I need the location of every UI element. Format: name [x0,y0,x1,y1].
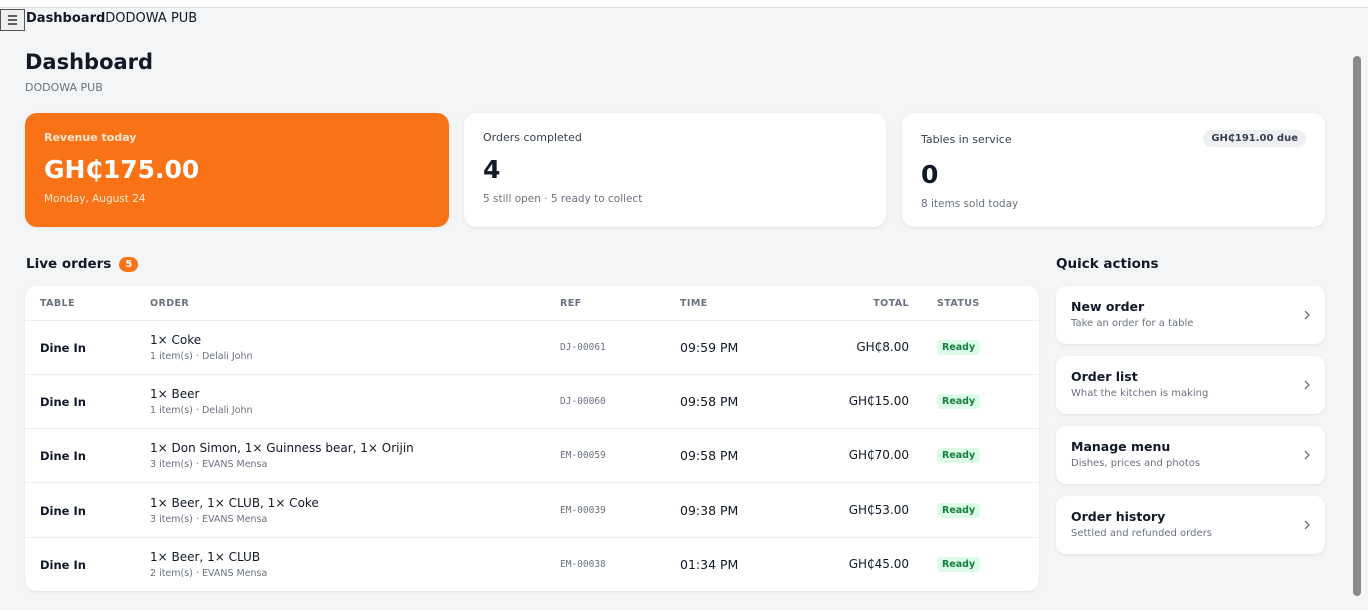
order-time: 09:38 PM [680,502,739,518]
stat-value: 0 [921,160,939,189]
page-title: Dashboard [25,50,154,74]
chevron [1304,450,1310,460]
action-title: Order list [1071,369,1138,384]
stat-badge: GH₵191.00 due [1203,130,1306,147]
table-cell: Dine In [40,503,86,518]
chevron-path [1304,520,1310,530]
order-meta: 1 item(s) · Delali John [150,405,253,417]
order-row[interactable]: Dine In 1× Beer, 1× CLUB, 1× Coke 3 item(s… [25,484,1039,538]
stat-card: Revenue today GH₵175.00 Monday, August 2… [25,113,449,227]
order-time: 01:34 PM [680,556,739,572]
chevron-path [1304,380,1310,390]
order-row[interactable]: Dine In 1× Beer, 1× CLUB 2 item(s) · EVANS… [25,538,1039,591]
status-badge: Ready [937,394,981,410]
order-ref: EM-00059 [560,450,606,462]
topbar-title: Dashboard [26,11,106,26]
chevron-path [1304,450,1310,460]
order-meta: 3 item(s) · EVANS Mensa [150,459,268,471]
chevron [1304,380,1310,390]
status-badge: Ready [937,502,981,518]
order-total: GH₵8.00 [856,340,909,354]
action-subtitle: What the kitchen is making [1071,388,1209,399]
scrollbar[interactable] [1352,38,1362,598]
quick-action[interactable]: Manage menu Dishes, prices and photos [1056,426,1325,484]
stat-note: Monday, August 24 [44,193,146,205]
page-subtitle: DODOWA PUB [25,81,103,94]
chevron [1304,520,1310,530]
menu-button[interactable] [0,9,25,31]
order-row[interactable]: Dine In 1× Beer 1 item(s) · Delali John DJ-… [25,375,1039,430]
section-title: Live orders [26,256,112,272]
order-ref: EM-00038 [560,558,606,570]
order-total: GH₵45.00 [848,556,909,571]
scroll-thumb[interactable] [1353,56,1361,596]
quick-action[interactable]: Order history Settled and refunded orders [1056,496,1325,554]
order-ref: DJ-00061 [560,342,606,353]
action-title: Order history [1071,509,1166,524]
stat-value: 4 [483,155,501,184]
stat-card: Orders completed 4 5 still open · 5 read… [464,113,886,227]
table-header: TABLE ORDER REF TIME TOTAL STATUS [25,286,1039,321]
status-badge: Ready [937,448,981,464]
live-orders-heading: Live orders 5 [26,256,139,272]
column-header: STATUS [937,298,980,309]
topbar-subtitle: DODOWA PUB [105,11,198,26]
quick-action[interactable]: Order list What the kitchen is making [1056,356,1325,414]
menu-icon [8,15,17,25]
orders-table: TABLE ORDER REF TIME TOTAL STATUS Dine In 1× Co… [25,286,1039,591]
chevron-path [1304,310,1310,320]
order-row[interactable]: Dine In 1× Don Simon, 1× Guinness bear, 1… [25,429,1039,484]
column-header: TABLE [40,298,75,309]
count-badge: 5 [119,257,139,272]
stat-card: Tables in service GH₵191.00 due 0 8 item… [902,113,1325,227]
stat-label: Revenue today [44,131,137,144]
order-items: 1× Coke [150,333,202,347]
order-row[interactable]: Dine In 1× Coke 1 item(s) · Delali John DJ-… [25,321,1039,375]
order-time: 09:59 PM [680,340,739,355]
column-header: TIME [680,298,708,309]
table-cell: Dine In [40,341,86,355]
action-subtitle: Take an order for a table [1071,318,1194,329]
action-title: Manage menu [1071,439,1171,454]
status-badge: Ready [937,556,981,572]
order-items: 1× Beer [150,387,200,402]
order-ref: EM-00039 [560,504,606,516]
table-cell: Dine In [40,557,86,572]
action-subtitle: Settled and refunded orders [1071,528,1212,539]
top-strip [0,0,1368,8]
order-time: 09:58 PM [680,448,739,464]
order-meta: 1 item(s) · Delali John [150,351,253,362]
stat-label: Tables in service [921,133,1012,146]
topbar: DashboardDODOWA PUB [26,11,197,26]
stat-value: GH₵175.00 [44,155,200,184]
action-title: New order [1071,299,1145,314]
column-header: REF [560,298,582,309]
order-total: GH₵15.00 [848,394,909,409]
order-total: GH₵53.00 [848,502,909,517]
order-items: 1× Don Simon, 1× Guinness bear, 1× Oriji… [150,441,414,456]
table-cell: Dine In [40,449,86,464]
stat-label: Orders completed [483,131,582,144]
chevron [1304,310,1310,320]
status-badge: Ready [937,340,981,355]
order-ref: DJ-00060 [560,396,606,408]
section-title: Quick actions [1056,256,1159,272]
order-meta: 2 item(s) · EVANS Mensa [150,567,268,579]
column-header: TOTAL [873,298,909,309]
quick-action[interactable]: New order Take an order for a table [1056,286,1325,344]
column-header: ORDER [150,298,190,309]
table-cell: Dine In [40,395,86,410]
action-subtitle: Dishes, prices and photos [1071,458,1201,469]
stat-note: 5 still open · 5 ready to collect [483,193,643,205]
order-items: 1× Beer, 1× CLUB, 1× Coke [150,495,319,510]
order-time: 09:58 PM [680,394,739,410]
order-items: 1× Beer, 1× CLUB [150,549,261,564]
stat-note: 8 items sold today [921,198,1019,210]
order-meta: 3 item(s) · EVANS Mensa [150,513,268,525]
order-total: GH₵70.00 [848,448,909,463]
